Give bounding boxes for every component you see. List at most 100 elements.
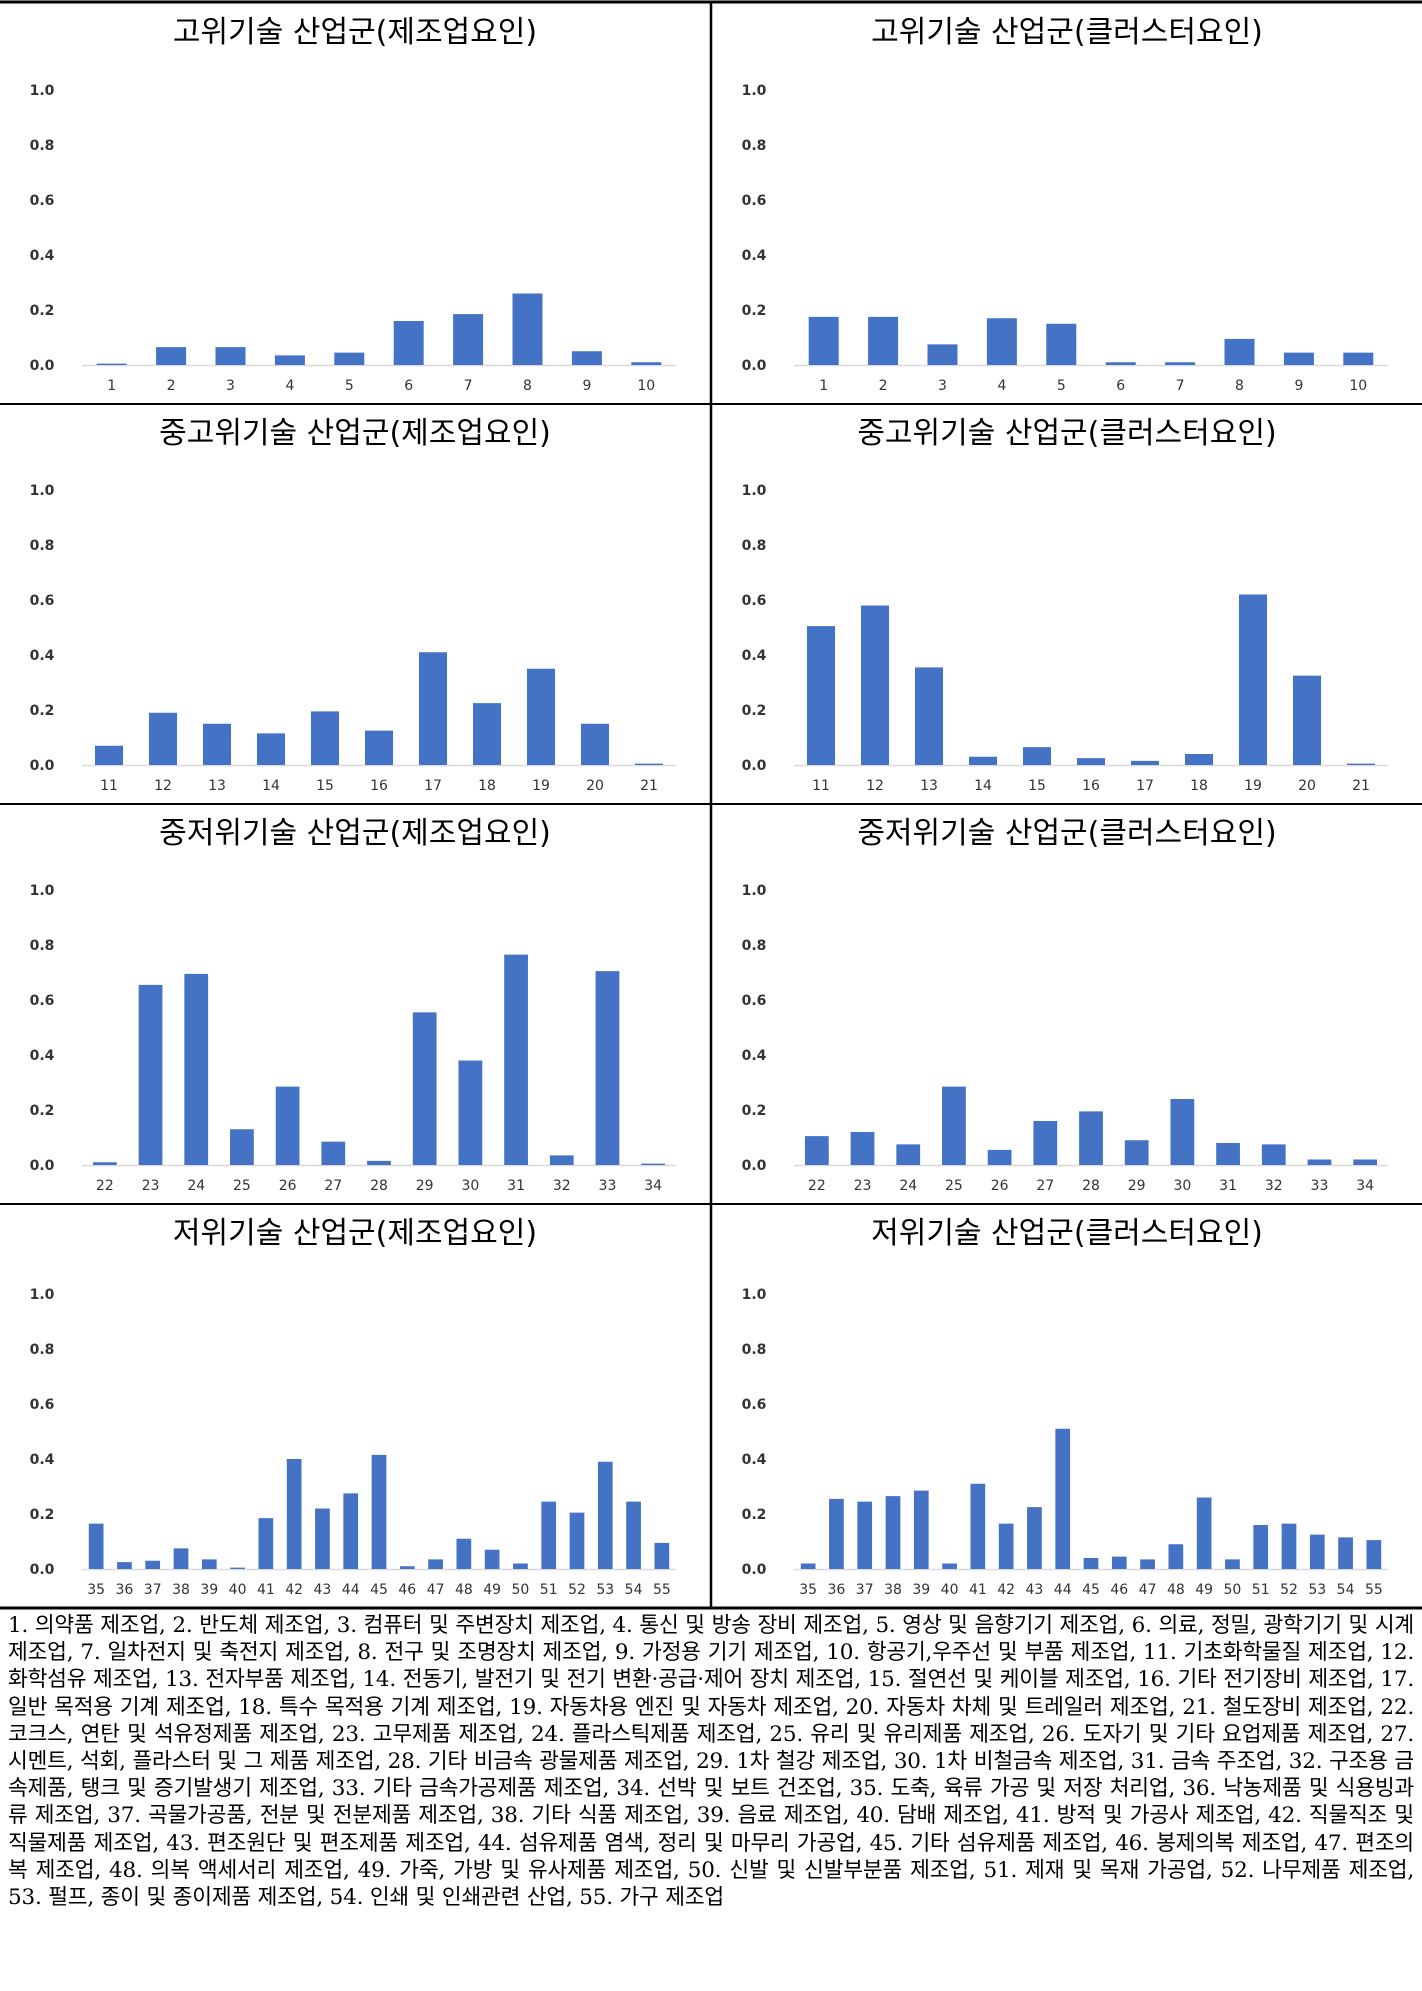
chart-panel-medium-low-tech-cluster: 중저위기술 산업군(클러스터요인) 0.0 0.2 0.4 0.6 0.8 1.0 22 23 2… — [712, 805, 1422, 1204]
bar — [1216, 1143, 1240, 1165]
bar — [914, 667, 944, 765]
bar — [286, 1459, 302, 1569]
x-tick-label: 19 — [532, 778, 550, 794]
x-tick-label: 33 — [1311, 1178, 1329, 1194]
x-tick-label: 40 — [941, 1582, 959, 1598]
y-tick-label: 0.4 — [30, 1452, 55, 1468]
bar — [808, 316, 839, 365]
bar — [1281, 1523, 1297, 1569]
x-tick-label: 10 — [637, 378, 655, 394]
y-tick-label: 0.6 — [742, 993, 767, 1009]
bar — [1168, 1544, 1184, 1569]
x-tick-label: 49 — [1195, 1582, 1213, 1598]
x-tick-label: 55 — [653, 1582, 671, 1598]
bar — [334, 352, 365, 365]
bar — [1253, 1525, 1269, 1569]
bar — [458, 1060, 483, 1165]
x-tick-label: 46 — [1110, 1582, 1128, 1598]
chart-title: 저위기술 산업군(클러스터요인) — [871, 1216, 1263, 1251]
x-tick-label: 13 — [208, 778, 226, 794]
x-tick-label: 11 — [100, 778, 118, 794]
bar — [275, 1086, 300, 1165]
chart-svg: 중고위기술 산업군(제조업요인) 0.0 0.2 0.4 0.6 0.8 1.0 11 12 13… — [30, 416, 676, 794]
y-tick-label: 0.4 — [742, 248, 767, 264]
bar — [512, 293, 543, 365]
bar — [1184, 754, 1214, 765]
bar — [1083, 1558, 1099, 1569]
x-tick-label: 31 — [507, 1178, 525, 1194]
x-tick-label: 17 — [1136, 778, 1154, 794]
x-tick-label: 1 — [107, 378, 116, 394]
chart-panel-high-tech-cluster: 고위기술 산업군(클러스터요인) 0.0 0.2 0.4 0.6 0.8 1.0 1 2 3 4 5 6… — [712, 4, 1422, 404]
x-tick-label: 23 — [854, 1178, 872, 1194]
x-tick-label: 25 — [945, 1178, 963, 1194]
bar — [321, 1141, 346, 1165]
x-tick-label: 53 — [596, 1582, 614, 1598]
y-tick-label: 0.8 — [742, 1342, 767, 1358]
bar — [453, 314, 484, 365]
bar — [580, 723, 610, 765]
y-tick-label: 0.0 — [742, 758, 767, 774]
y-tick-label: 0.6 — [30, 993, 55, 1009]
x-tick-label: 35 — [87, 1582, 105, 1598]
bar — [364, 730, 394, 765]
x-tick-label: 4 — [997, 378, 1006, 394]
bar — [96, 363, 127, 365]
bar — [885, 1496, 901, 1569]
bar — [1261, 1144, 1286, 1165]
x-tick-label: 8 — [523, 378, 532, 394]
x-tick-label: 16 — [370, 778, 388, 794]
bar — [472, 703, 502, 765]
bar — [1346, 763, 1376, 765]
bar — [806, 626, 836, 765]
bar — [1338, 1537, 1353, 1569]
x-tick-label: 9 — [582, 378, 591, 394]
bar — [1130, 760, 1160, 765]
x-tick-label: 28 — [1082, 1178, 1100, 1194]
panel-grid-lines — [0, 0, 1422, 1610]
x-tick-label: 40 — [229, 1582, 247, 1598]
bar — [1105, 362, 1136, 365]
x-tick-label: 12 — [154, 778, 172, 794]
bar — [92, 1162, 117, 1165]
bar — [145, 1560, 161, 1569]
x-tick-label: 41 — [257, 1582, 275, 1598]
bar — [942, 1563, 957, 1569]
y-tick-label: 0.0 — [742, 1562, 767, 1578]
y-tick-label: 0.8 — [30, 1342, 55, 1358]
x-tick-label: 20 — [586, 778, 604, 794]
x-tick-label: 18 — [478, 778, 496, 794]
y-tick-label: 0.0 — [30, 358, 55, 374]
y-tick-label: 0.6 — [742, 593, 767, 609]
bar — [393, 321, 424, 365]
bar — [526, 668, 556, 765]
bar — [804, 1136, 829, 1165]
bar — [597, 1461, 613, 1569]
x-tick-label: 42 — [285, 1582, 303, 1598]
bar — [513, 1563, 528, 1569]
x-tick-label: 55 — [1365, 1582, 1383, 1598]
x-tick-label: 42 — [997, 1582, 1015, 1598]
bar — [1307, 1159, 1332, 1165]
y-tick-label: 0.2 — [742, 1103, 767, 1119]
chart-panel-high-tech-manufacturing: 고위기술 산업군(제조업요인) 0.0 0.2 0.4 0.6 0.8 1.0 1 2 3 4 5 6 7… — [0, 4, 710, 404]
bar — [258, 1518, 274, 1569]
bar — [860, 605, 890, 765]
bar — [857, 1501, 873, 1569]
x-tick-label: 54 — [625, 1582, 643, 1598]
x-tick-label: 25 — [233, 1178, 251, 1194]
x-tick-label: 15 — [1028, 778, 1046, 794]
y-tick-label: 0.8 — [742, 138, 767, 154]
bar — [1283, 352, 1314, 365]
x-tick-label: 10 — [1349, 378, 1367, 394]
bar — [595, 971, 620, 1165]
chart-svg: 저위기술 산업군(제조업요인) 0.0 0.2 0.4 0.6 0.8 1.0 35 36 37 3… — [30, 1216, 676, 1598]
bar — [184, 973, 209, 1165]
bar — [1124, 1140, 1149, 1165]
bar — [1238, 594, 1268, 765]
chart-svg: 중고위기술 산업군(클러스터요인) 0.0 0.2 0.4 0.6 0.8 1.0 11 12 1… — [742, 416, 1388, 794]
chart-title: 중고위기술 산업군(클러스터요인) — [857, 416, 1276, 451]
bar — [1022, 747, 1052, 765]
x-tick-label: 50 — [512, 1582, 530, 1598]
bar — [1055, 1428, 1071, 1569]
